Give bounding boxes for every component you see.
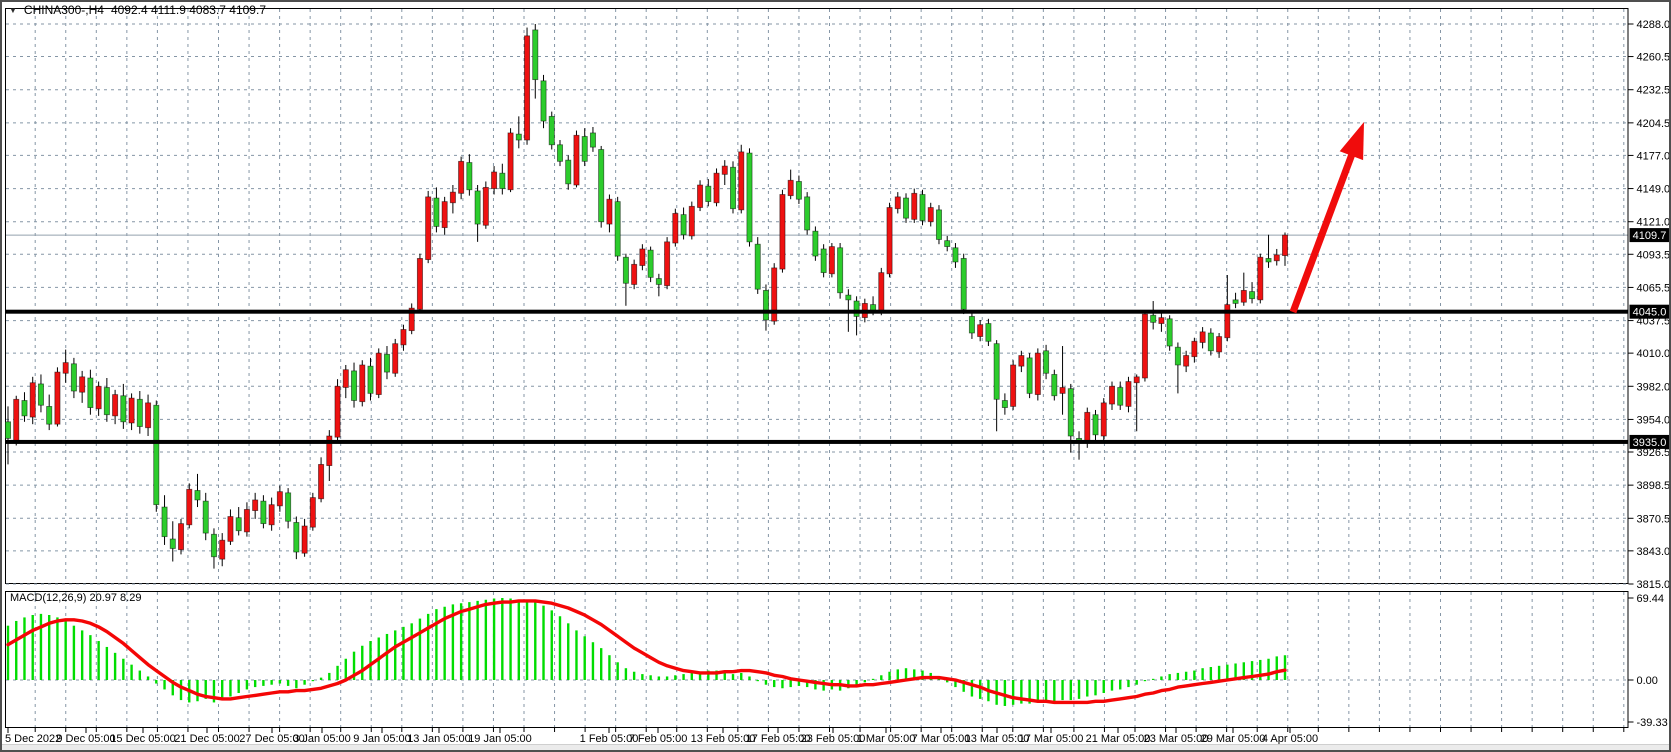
svg-text:4045.0: 4045.0 (1633, 307, 1667, 319)
svg-text:3935.0: 3935.0 (1633, 437, 1667, 449)
svg-text:19 Jan 05:00: 19 Jan 05:00 (468, 733, 532, 745)
svg-text:9 Dec 05:00: 9 Dec 05:00 (56, 733, 115, 745)
svg-text:7 Mar 05:00: 7 Mar 05:00 (912, 733, 971, 745)
svg-text:7 Feb 05:00: 7 Feb 05:00 (629, 733, 688, 745)
svg-text:3 Jan 05:00: 3 Jan 05:00 (293, 733, 351, 745)
panel-borders (5, 8, 1629, 728)
svg-text:4121.0: 4121.0 (1637, 217, 1671, 229)
svg-text:69.44: 69.44 (1637, 593, 1665, 605)
svg-text:3982.0: 3982.0 (1637, 381, 1671, 393)
trend-arrow[interactable] (1289, 122, 1364, 314)
symbol-dropdown-icon[interactable]: ▼ (9, 5, 17, 15)
svg-text:23 Feb 05:00: 23 Feb 05:00 (801, 733, 866, 745)
svg-text:27 Dec 05:00: 27 Dec 05:00 (239, 733, 304, 745)
svg-text:17 Mar 05:00: 17 Mar 05:00 (1019, 733, 1084, 745)
macd-axis-labels: 69.44 0.00 -39.33 (1628, 593, 1668, 729)
svg-text:0.00: 0.00 (1637, 675, 1658, 687)
price-axis-labels: 4288.0 4260.5 4232.5 4204.5 4177.0 4149.0 4121… (1628, 19, 1671, 591)
header-ohlc-values: 4092.4 4111.9 4083.7 4109.7 (110, 3, 266, 17)
svg-text:4065.5: 4065.5 (1637, 282, 1671, 294)
sr-price-label-box: 4045.0 (1629, 304, 1670, 319)
svg-text:4109.7: 4109.7 (1633, 230, 1667, 242)
svg-text:4204.5: 4204.5 (1637, 118, 1671, 130)
svg-text:4260.5: 4260.5 (1637, 52, 1671, 64)
horizontal-sr-lines[interactable] (5, 309, 1629, 444)
svg-text:4288.0: 4288.0 (1637, 19, 1671, 31)
svg-text:13 Jan 05:00: 13 Jan 05:00 (407, 733, 471, 745)
symbol-timeframe-label: CHINA300-,H4 (23, 3, 104, 17)
price-axis[interactable] (1629, 8, 1669, 728)
svg-text:3843.0: 3843.0 (1637, 546, 1671, 558)
svg-text:1 Feb 05:00: 1 Feb 05:00 (580, 733, 639, 745)
svg-text:21 Dec 05:00: 21 Dec 05:00 (174, 733, 239, 745)
svg-text:3870.5: 3870.5 (1637, 513, 1671, 525)
svg-text:9 Jan 05:00: 9 Jan 05:00 (353, 733, 411, 745)
macd-indicator-label: MACD(12,26,9) 20.97 8.29 (10, 592, 142, 604)
sr-price-label-box: 3935.0 (1629, 434, 1670, 449)
svg-text:5 Dec 2022: 5 Dec 2022 (5, 733, 61, 745)
svg-text:3898.5: 3898.5 (1637, 480, 1671, 492)
current-price-label-box: 4109.7 (1629, 228, 1670, 243)
svg-text:3926.5: 3926.5 (1637, 447, 1671, 459)
svg-text:29 Mar 05:00: 29 Mar 05:00 (1201, 733, 1266, 745)
svg-text:4177.0: 4177.0 (1637, 150, 1671, 162)
svg-text:17 Feb 05:00: 17 Feb 05:00 (746, 733, 811, 745)
candlestick-series (5, 24, 1289, 569)
time-axis[interactable] (5, 729, 1629, 747)
svg-text:4093.5: 4093.5 (1637, 249, 1671, 261)
grid-lines (6, 9, 1628, 727)
svg-text:4149.0: 4149.0 (1637, 184, 1671, 196)
svg-text:1 Mar 05:00: 1 Mar 05:00 (857, 733, 916, 745)
window-bottom-strip (2, 744, 1669, 750)
svg-text:21 Mar 05:00: 21 Mar 05:00 (1086, 733, 1151, 745)
macd-signal-line (6, 599, 1287, 705)
svg-text:3954.0: 3954.0 (1637, 414, 1671, 426)
symbol-header: ▼ CHINA300-,H4 4092.4 4111.9 4083.7 4109… (9, 3, 266, 17)
svg-text:4010.0: 4010.0 (1637, 348, 1671, 360)
svg-text:13 Mar 05:00: 13 Mar 05:00 (965, 733, 1030, 745)
svg-text:23 Mar 05:00: 23 Mar 05:00 (1144, 733, 1209, 745)
svg-text:13 Feb 05:00: 13 Feb 05:00 (691, 733, 756, 745)
svg-text:-39.33: -39.33 (1637, 717, 1668, 729)
svg-text:3815.0: 3815.0 (1637, 579, 1671, 591)
svg-text:4 Apr 05:00: 4 Apr 05:00 (1262, 733, 1318, 745)
svg-text:4232.5: 4232.5 (1637, 85, 1671, 97)
svg-text:15 Dec 05:00: 15 Dec 05:00 (110, 733, 175, 745)
